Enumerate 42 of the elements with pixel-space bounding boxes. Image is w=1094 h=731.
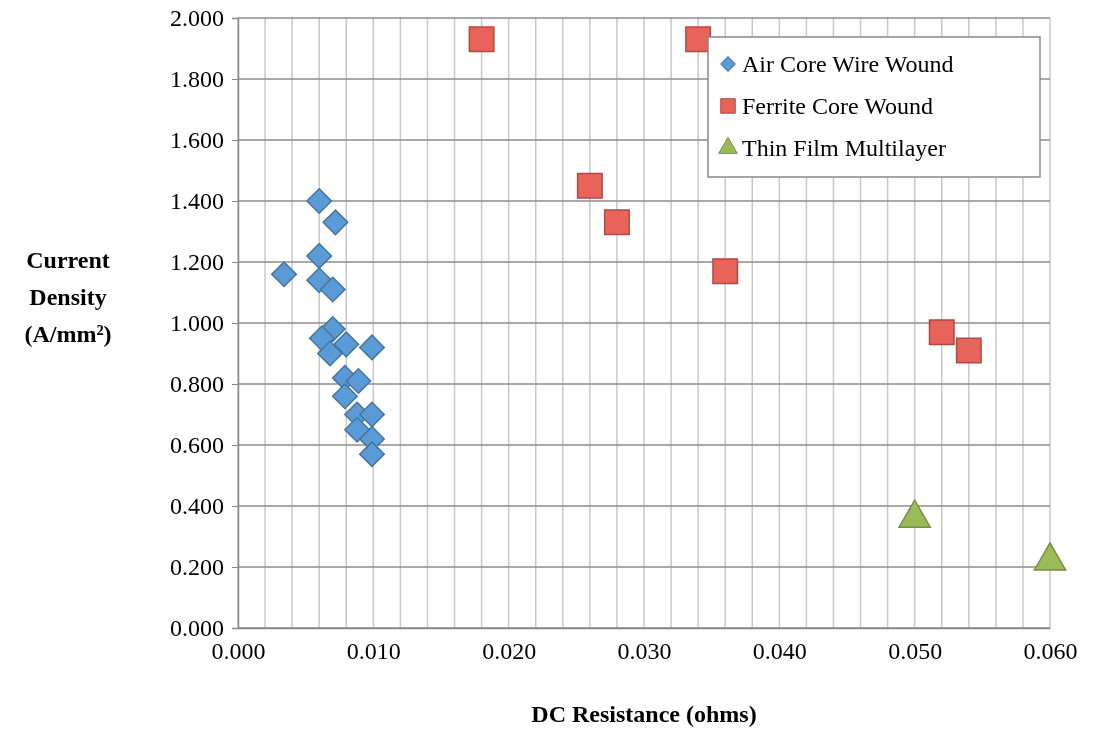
point <box>345 367 372 394</box>
x-tick-label: 0.060 <box>1023 638 1078 665</box>
x-tick-label: 0.050 <box>888 638 943 665</box>
x-axis-title: DC Resistance (ohms) <box>531 701 757 727</box>
point <box>955 337 982 364</box>
point <box>358 334 385 361</box>
legend-label: Thin Film Multilayer <box>742 135 946 161</box>
y-tick-label: 1.200 <box>170 249 224 276</box>
point <box>603 209 630 236</box>
point <box>322 209 349 236</box>
point <box>576 172 603 199</box>
point <box>331 383 358 410</box>
point <box>344 416 371 443</box>
x-tick-label: 0.030 <box>617 638 672 665</box>
y-tick-label: 0.800 <box>170 371 224 398</box>
legend-label: Air Core Wire Wound <box>742 51 954 77</box>
y-tick-label: 1.600 <box>170 127 224 154</box>
point <box>358 401 385 428</box>
y-tick-label: 1.000 <box>170 310 224 337</box>
point <box>271 261 298 288</box>
point <box>358 441 385 468</box>
point <box>317 340 344 367</box>
point <box>306 242 333 269</box>
y-tick-label: 0.200 <box>170 554 224 581</box>
x-tick-label: 0.020 <box>482 638 537 665</box>
point <box>928 319 955 346</box>
point <box>468 26 495 53</box>
point <box>319 276 346 303</box>
point <box>712 258 739 285</box>
point <box>308 325 335 352</box>
y-axis-title: Current Density (A/mm²) <box>24 247 112 347</box>
y-tick-label: 1.400 <box>170 188 224 215</box>
y-tick-label: 2.000 <box>170 5 224 32</box>
point <box>333 331 360 358</box>
point <box>306 188 333 214</box>
legend-label: Ferrite Core Wound <box>742 93 933 119</box>
point <box>685 26 712 53</box>
x-tick-label: 0.010 <box>346 638 401 665</box>
x-tick-label: 0.040 <box>752 638 807 665</box>
y-tick-label: 0.600 <box>170 432 224 459</box>
y-tick-label: 1.800 <box>170 66 224 93</box>
y-tick-label: 0.400 <box>170 493 224 520</box>
